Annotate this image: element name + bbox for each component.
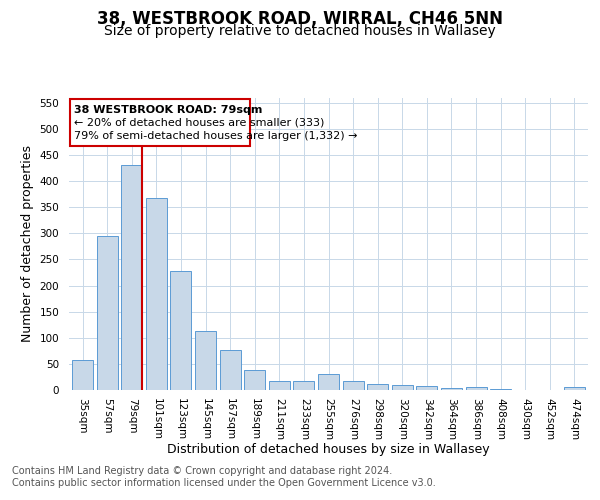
Bar bbox=[121, 166, 142, 390]
Bar bbox=[244, 370, 265, 390]
Bar bbox=[416, 386, 437, 390]
Text: 79% of semi-detached houses are larger (1,332) →: 79% of semi-detached houses are larger (… bbox=[74, 131, 358, 141]
Bar bbox=[146, 198, 167, 390]
Text: Size of property relative to detached houses in Wallasey: Size of property relative to detached ho… bbox=[104, 24, 496, 38]
Text: 38 WESTBROOK ROAD: 79sqm: 38 WESTBROOK ROAD: 79sqm bbox=[74, 105, 262, 115]
Bar bbox=[392, 385, 413, 390]
Bar bbox=[441, 388, 462, 390]
Bar bbox=[343, 380, 364, 390]
Bar bbox=[269, 381, 290, 390]
FancyBboxPatch shape bbox=[70, 98, 250, 146]
Text: Contains public sector information licensed under the Open Government Licence v3: Contains public sector information licen… bbox=[12, 478, 436, 488]
Text: ← 20% of detached houses are smaller (333): ← 20% of detached houses are smaller (33… bbox=[74, 118, 324, 128]
Bar bbox=[170, 271, 191, 390]
Bar bbox=[318, 374, 339, 390]
Text: Distribution of detached houses by size in Wallasey: Distribution of detached houses by size … bbox=[167, 442, 490, 456]
Bar bbox=[97, 236, 118, 390]
Bar bbox=[72, 360, 93, 390]
Y-axis label: Number of detached properties: Number of detached properties bbox=[21, 145, 34, 342]
Text: Contains HM Land Registry data © Crown copyright and database right 2024.: Contains HM Land Registry data © Crown c… bbox=[12, 466, 392, 476]
Bar bbox=[367, 384, 388, 390]
Bar bbox=[293, 381, 314, 390]
Bar bbox=[564, 388, 585, 390]
Bar bbox=[220, 350, 241, 390]
Text: 38, WESTBROOK ROAD, WIRRAL, CH46 5NN: 38, WESTBROOK ROAD, WIRRAL, CH46 5NN bbox=[97, 10, 503, 28]
Bar bbox=[466, 388, 487, 390]
Bar bbox=[195, 331, 216, 390]
